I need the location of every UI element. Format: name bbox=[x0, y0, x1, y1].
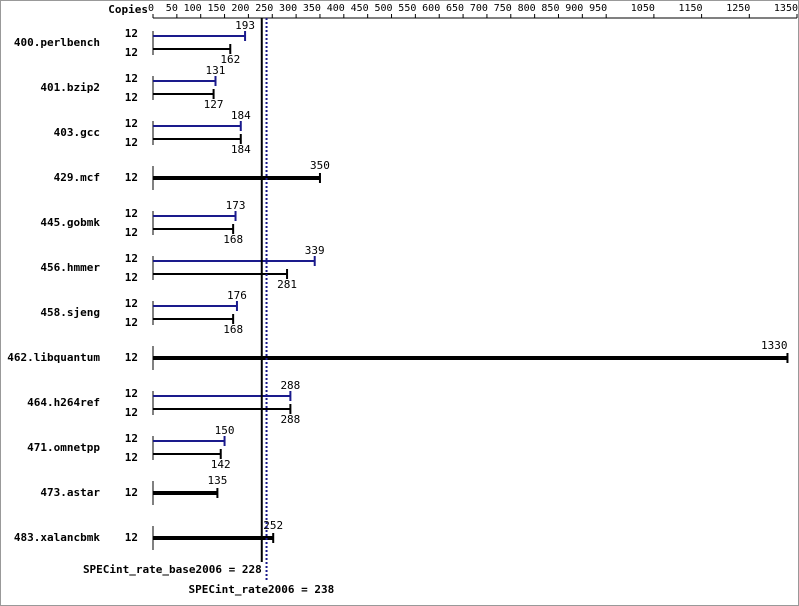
x-tick-label: 1150 bbox=[678, 3, 702, 14]
benchmark-label: 483.xalancbmk bbox=[14, 531, 100, 544]
value-label: 281 bbox=[277, 278, 297, 291]
x-tick-label: 400 bbox=[327, 3, 345, 14]
x-tick-label: 300 bbox=[279, 3, 297, 14]
copies-label: 12 bbox=[125, 432, 138, 445]
x-tick-label: 0 bbox=[148, 3, 154, 14]
benchmark-label: 458.sjeng bbox=[40, 306, 100, 319]
x-tick-label: 450 bbox=[351, 3, 369, 14]
copies-header: Copies bbox=[108, 3, 148, 16]
value-label: 339 bbox=[305, 244, 325, 257]
benchmark-label: 456.hmmer bbox=[40, 261, 100, 274]
copies-label: 12 bbox=[125, 72, 138, 85]
value-label: 173 bbox=[226, 199, 246, 212]
benchmark-label: 401.bzip2 bbox=[40, 81, 100, 94]
value-label: 184 bbox=[231, 143, 251, 156]
copies-label: 12 bbox=[125, 531, 138, 544]
x-tick-label: 150 bbox=[207, 3, 225, 14]
value-label: 193 bbox=[235, 19, 255, 32]
value-label: 162 bbox=[220, 53, 240, 66]
x-tick-label: 350 bbox=[303, 3, 321, 14]
x-tick-label: 100 bbox=[184, 3, 202, 14]
value-label: 252 bbox=[263, 519, 283, 532]
x-tick-label: 600 bbox=[422, 3, 440, 14]
x-tick-label: 1250 bbox=[726, 3, 750, 14]
x-tick-label: 650 bbox=[446, 3, 464, 14]
benchmark-label: 473.astar bbox=[40, 486, 100, 499]
x-tick-label: 800 bbox=[518, 3, 536, 14]
reference-label: SPECint_rate2006 = 238 bbox=[189, 583, 335, 596]
value-label: 135 bbox=[207, 474, 227, 487]
x-tick-label: 900 bbox=[565, 3, 583, 14]
value-label: 1330 bbox=[761, 339, 788, 352]
benchmark-label: 462.libquantum bbox=[7, 351, 100, 364]
x-tick-label: 1350 bbox=[774, 3, 798, 14]
x-tick-label: 700 bbox=[470, 3, 488, 14]
x-tick-label: 850 bbox=[541, 3, 559, 14]
copies-label: 12 bbox=[125, 46, 138, 59]
copies-label: 12 bbox=[125, 171, 138, 184]
x-tick-label: 1050 bbox=[631, 3, 655, 14]
copies-label: 12 bbox=[125, 316, 138, 329]
copies-label: 12 bbox=[125, 207, 138, 220]
value-label: 176 bbox=[227, 289, 247, 302]
benchmark-label: 464.h264ref bbox=[27, 396, 100, 409]
copies-label: 12 bbox=[125, 387, 138, 400]
reference-label: SPECint_rate_base2006 = 228 bbox=[83, 563, 262, 576]
benchmark-label: 403.gcc bbox=[54, 126, 100, 139]
copies-label: 12 bbox=[125, 406, 138, 419]
x-tick-label: 950 bbox=[589, 3, 607, 14]
x-tick-label: 250 bbox=[255, 3, 273, 14]
value-label: 168 bbox=[223, 323, 243, 336]
value-label: 288 bbox=[280, 413, 300, 426]
x-tick-label: 50 bbox=[166, 3, 178, 14]
value-label: 168 bbox=[223, 233, 243, 246]
value-label: 142 bbox=[211, 458, 231, 471]
copies-label: 12 bbox=[125, 271, 138, 284]
x-tick-label: 200 bbox=[231, 3, 249, 14]
x-tick-label: 500 bbox=[374, 3, 392, 14]
benchmark-label: 471.omnetpp bbox=[27, 441, 100, 454]
copies-label: 12 bbox=[125, 91, 138, 104]
value-label: 131 bbox=[206, 64, 226, 77]
copies-label: 12 bbox=[125, 252, 138, 265]
copies-label: 12 bbox=[125, 297, 138, 310]
benchmark-label: 400.perlbench bbox=[14, 36, 100, 49]
value-label: 127 bbox=[204, 98, 224, 111]
x-tick-label: 750 bbox=[494, 3, 512, 14]
copies-label: 12 bbox=[125, 486, 138, 499]
copies-label: 12 bbox=[125, 136, 138, 149]
copies-label: 12 bbox=[125, 226, 138, 239]
x-tick-label: 550 bbox=[398, 3, 416, 14]
copies-label: 12 bbox=[125, 117, 138, 130]
copies-label: 12 bbox=[125, 27, 138, 40]
copies-label: 12 bbox=[125, 351, 138, 364]
value-label: 288 bbox=[280, 379, 300, 392]
benchmark-label: 445.gobmk bbox=[40, 216, 100, 229]
copies-label: 12 bbox=[125, 451, 138, 464]
value-label: 150 bbox=[215, 424, 235, 437]
value-label: 350 bbox=[310, 159, 330, 172]
benchmark-label: 429.mcf bbox=[54, 171, 100, 184]
value-label: 184 bbox=[231, 109, 251, 122]
